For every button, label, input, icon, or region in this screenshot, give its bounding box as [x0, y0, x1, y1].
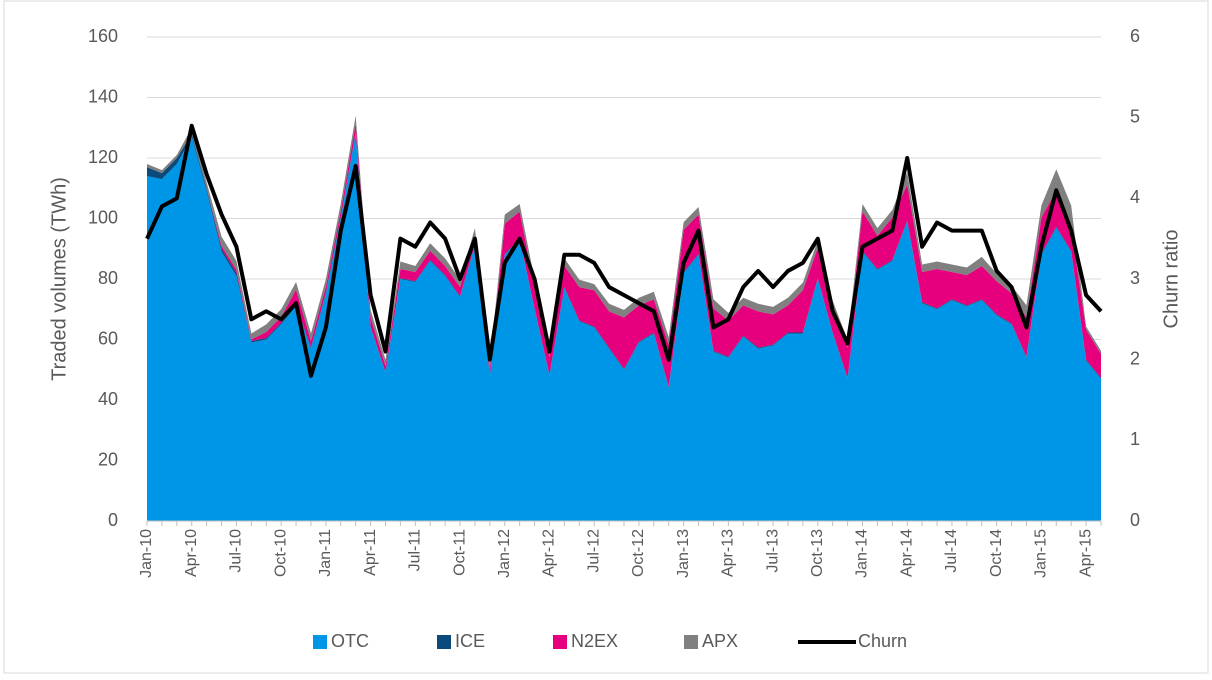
x-tick-label: Jul-13	[764, 529, 781, 573]
x-tick-label: Oct-13	[809, 529, 826, 577]
y-tick-label: 40	[98, 389, 118, 409]
x-tick-label: Oct-14	[988, 529, 1005, 577]
x-tick-label: Oct-11	[451, 529, 468, 576]
x-tick-label: Oct-12	[630, 529, 647, 577]
x-tick-label: Apr-13	[720, 529, 737, 577]
y-tick-label: 60	[98, 328, 118, 348]
y-axis-label: Traded volumes (TWh)	[48, 177, 70, 381]
y2-axis-label: Churn ratio	[1160, 230, 1182, 329]
x-tick-label: Jan-14	[854, 529, 871, 578]
x-tick-label: Jan-13	[675, 529, 692, 578]
x-tick-label: Jan-10	[138, 529, 155, 578]
x-tick-label: Apr-10	[183, 529, 200, 577]
y2-tick-label: 4	[1130, 187, 1140, 207]
legend-swatch	[553, 635, 567, 649]
legend-swatch	[313, 635, 327, 649]
x-tick-label: Apr-12	[541, 529, 558, 577]
x-tick-label: Apr-14	[898, 529, 915, 577]
x-tick-label: Oct-10	[272, 529, 289, 577]
x-tick-label: Jan-12	[496, 529, 513, 578]
y-tick-label: 20	[98, 449, 118, 469]
area	[147, 133, 1101, 522]
legend-label: Churn	[858, 631, 907, 651]
y2-tick-label: 5	[1130, 106, 1140, 126]
area	[147, 123, 1101, 387]
legend-swatch	[437, 635, 451, 649]
x-tick-label: Jan-15	[1033, 529, 1050, 578]
legend-label: N2EX	[571, 631, 618, 651]
y2-tick-label: 6	[1130, 26, 1140, 46]
y-tick-label: 80	[98, 268, 118, 288]
y2-tick-label: 3	[1130, 268, 1140, 288]
y2-tick-label: 2	[1130, 348, 1140, 368]
x-tick-label: Apr-11	[362, 529, 379, 576]
x-tick-label: Jul-14	[943, 529, 960, 573]
y-tick-label: 140	[88, 86, 118, 106]
x-tick-label: Jan-11	[317, 529, 334, 577]
x-tick-label: Jul-10	[228, 529, 245, 573]
legend-label: OTC	[331, 631, 369, 651]
x-tick-label: Jul-12	[585, 529, 602, 573]
y2-tick-label: 0	[1130, 510, 1140, 530]
y2-tick-label: 1	[1130, 429, 1140, 449]
legend-label: ICE	[455, 631, 485, 651]
x-tick-label: Jul-11	[407, 529, 424, 571]
y-tick-label: 100	[88, 207, 118, 227]
x-tick-label: Apr-15	[1077, 529, 1094, 577]
legend-label: APX	[702, 631, 738, 651]
y-tick-label: 160	[88, 26, 118, 46]
y-tick-label: 0	[108, 510, 118, 530]
y-tick-label: 120	[88, 147, 118, 167]
line	[145, 123, 1103, 378]
legend-swatch	[684, 635, 698, 649]
